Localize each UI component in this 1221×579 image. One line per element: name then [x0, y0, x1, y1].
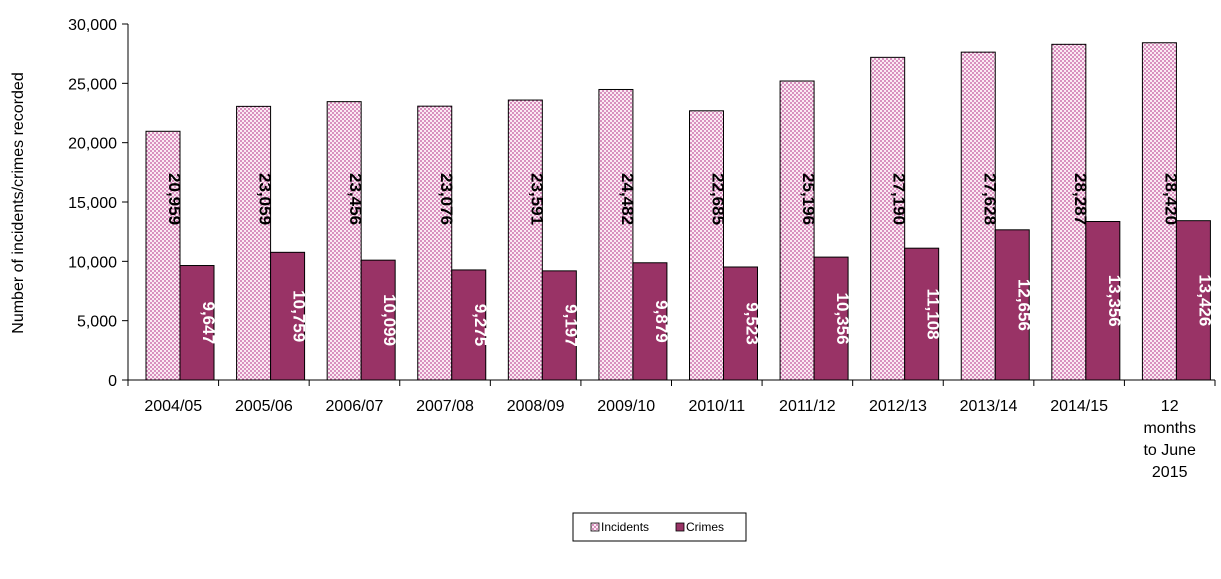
bar-label-incidents: 24,482: [618, 173, 637, 225]
x-tick-label: 2008/09: [507, 398, 565, 415]
legend-swatch-incidents: [590, 522, 600, 532]
bar-label-incidents: 23,059: [256, 173, 275, 225]
x-tick-label: 2011/12: [779, 398, 836, 415]
bar-crimes: [813, 256, 849, 381]
bar-label-incidents: 23,076: [437, 173, 456, 225]
bar-crimes: [270, 251, 306, 381]
bar-label-crimes: 13,356: [1105, 275, 1124, 327]
y-axis-title: Number of incidents/crimes recorded: [10, 72, 27, 333]
bar-incidents: [236, 105, 272, 381]
bar-crimes: [451, 269, 487, 381]
x-tick-label: 2005/06: [235, 398, 293, 415]
bar-incidents: [417, 105, 453, 381]
bar-crimes: [360, 259, 396, 381]
bar-crimes: [632, 262, 668, 381]
y-axis: 0 5,000 10,000 15,000 20,000 25,000 30,000: [68, 17, 129, 390]
bar-label-crimes: 10,099: [380, 294, 399, 346]
bar-label-incidents: 20,959: [165, 173, 184, 225]
y-tick-label: 10,000: [68, 254, 117, 271]
bar-incidents: [598, 88, 634, 381]
bars: 20,959 9,647 23,059 10,759 23,456 10,099 23,07…: [145, 42, 1214, 381]
y-tick-label: 25,000: [68, 76, 117, 93]
bar-incidents: [689, 110, 724, 381]
bar-label-incidents: 28,420: [1161, 173, 1180, 225]
y-tick-label: 0: [108, 373, 117, 390]
bar-label-incidents: 27,190: [890, 173, 909, 225]
bar-incidents: [145, 130, 181, 381]
bar-incidents: [1141, 42, 1177, 381]
y-tick-label: 20,000: [68, 136, 117, 153]
bar-label-crimes: 9,523: [743, 302, 762, 345]
bar-label-incidents: 27,628: [980, 173, 999, 225]
bar-crimes: [723, 266, 758, 381]
bar-crimes: [1085, 221, 1121, 381]
x-tick-label: 2007/08: [416, 398, 474, 415]
legend-swatch-crimes: [675, 522, 685, 532]
bar-incidents: [1051, 43, 1087, 381]
bar-label-crimes: 10,759: [290, 290, 309, 342]
x-tick-label: 2012/13: [869, 398, 927, 415]
bar-incidents: [960, 51, 996, 381]
bar-crimes: [541, 270, 577, 381]
x-tick-label: 2004/05: [144, 398, 202, 415]
x-axis: 2004/05 2005/06 2006/07 2007/08 2008/09 2009/…: [127, 379, 1216, 481]
bar-crimes: [994, 229, 1030, 381]
bar-crimes: [904, 247, 940, 381]
bar-label-incidents: 23,591: [527, 173, 546, 225]
legend-label-incidents: Incidents: [601, 520, 649, 534]
legend-box: [572, 512, 747, 542]
bar-incidents: [326, 101, 362, 381]
bar-label-crimes: 13,426: [1195, 274, 1214, 326]
bar-label-crimes: 9,879: [652, 300, 671, 343]
y-tick-label: 15,000: [68, 195, 117, 212]
legend-label-crimes: Crimes: [686, 520, 724, 534]
bar-crimes: [1175, 220, 1211, 381]
bar-label-crimes: 9,647: [199, 301, 218, 344]
bar-label-incidents: 22,685: [709, 173, 728, 225]
y-tick-label: 5,000: [77, 314, 117, 331]
x-tick-label: 2013/14: [960, 398, 1018, 415]
x-tick-label: 12 months to June 2015: [1143, 398, 1196, 481]
x-tick-label: 2009/10: [597, 398, 655, 415]
bar-label-incidents: 28,287: [1071, 173, 1090, 225]
bar-incidents: [870, 56, 906, 381]
bar-label-crimes: 10,356: [833, 293, 852, 345]
bar-label-crimes: 9,275: [471, 304, 490, 347]
bar-label-crimes: 9,197: [561, 304, 580, 347]
y-tick-label: 30,000: [68, 17, 117, 34]
bar-incidents: [507, 99, 543, 381]
x-tick-label: 2006/07: [326, 398, 384, 415]
x-tick-label: 2014/15: [1050, 398, 1108, 415]
bar-label-crimes: 11,108: [924, 289, 943, 340]
bar-crimes: [179, 265, 215, 381]
bar-label-incidents: 23,456: [346, 173, 365, 225]
bar-label-crimes: 12,656: [1014, 279, 1033, 331]
bar-label-incidents: 25,196: [799, 173, 818, 225]
legend: Incidents Crimes: [572, 512, 747, 542]
bar-incidents: [779, 80, 815, 381]
x-tick-label: 2010/11: [688, 398, 745, 415]
